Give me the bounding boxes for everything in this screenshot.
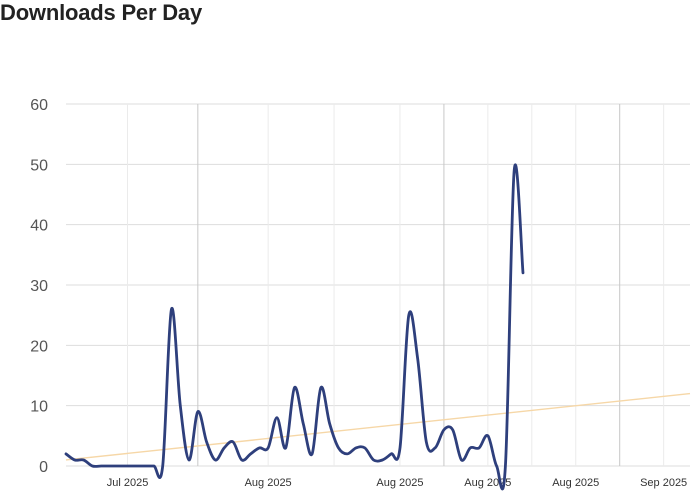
y-tick-label: 60 <box>30 97 48 114</box>
y-tick-label: 30 <box>30 278 48 295</box>
y-tick-label: 0 <box>39 459 48 476</box>
x-tick-label: Aug 2025 <box>245 477 292 489</box>
x-axis-ticks: Jul 2025 Aug 2025 Aug 2025 Aug 2025 Aug 2025… <box>107 477 687 489</box>
y-tick-label: 20 <box>30 338 48 355</box>
x-tick-label: Aug 2025 <box>376 477 423 489</box>
y-tick-label: 40 <box>30 218 48 235</box>
x-tick-label: Sep 2025 <box>640 477 687 489</box>
series-line <box>64 163 525 491</box>
chart-title: Downloads Per Day <box>0 0 202 25</box>
trendline <box>65 392 691 461</box>
trendline-line <box>65 392 691 461</box>
x-tick-label: Jul 2025 <box>107 477 149 489</box>
y-tick-label: 50 <box>30 157 48 174</box>
x-tick-label: Aug 2025 <box>552 477 599 489</box>
y-tick-label: 10 <box>30 399 48 416</box>
series-lines <box>64 163 525 491</box>
grid-lines <box>66 103 690 467</box>
y-axis-ticks: 0 10 20 30 40 50 60 <box>30 97 48 476</box>
